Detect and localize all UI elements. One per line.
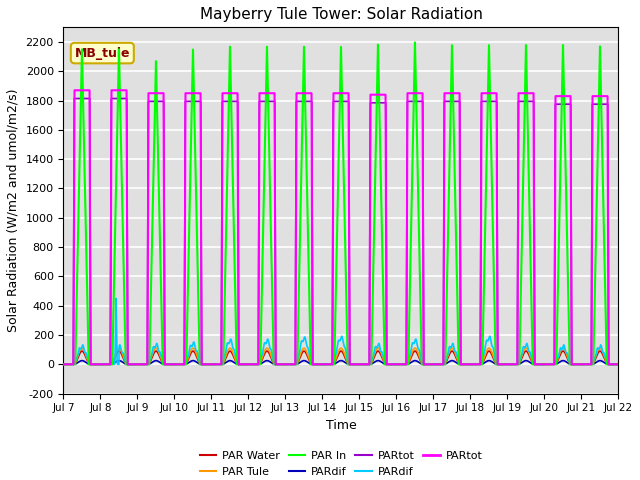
Text: MB_tule: MB_tule (75, 47, 130, 60)
Y-axis label: Solar Radiation (W/m2 and umol/m2/s): Solar Radiation (W/m2 and umol/m2/s) (7, 89, 20, 332)
X-axis label: Time: Time (326, 419, 356, 432)
Legend: PAR Water, PAR Tule, PAR In, PARdif, PARtot, PARdif, PARtot: PAR Water, PAR Tule, PAR In, PARdif, PAR… (195, 447, 487, 480)
Title: Mayberry Tule Tower: Solar Radiation: Mayberry Tule Tower: Solar Radiation (200, 7, 483, 22)
